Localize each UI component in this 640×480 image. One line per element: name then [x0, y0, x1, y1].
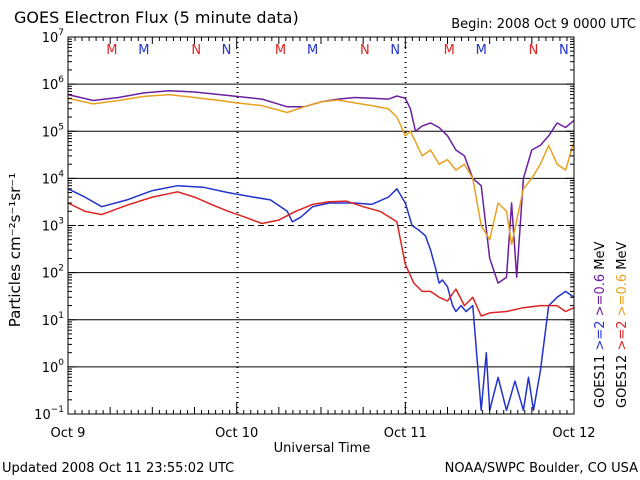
- y-tick-label: 101: [42, 311, 64, 329]
- noon-midnight-marker: M: [106, 43, 117, 58]
- noon-midnight-marker: N: [529, 43, 539, 58]
- y-axis-label: Particles cm⁻²s⁻¹sr⁻¹: [6, 173, 24, 327]
- y-tick-label: 102: [42, 264, 64, 282]
- legend-entry: GOES12: [615, 355, 630, 408]
- noon-midnight-marker: N: [390, 43, 400, 58]
- noon-midnight-marker: M: [444, 43, 455, 58]
- noon-midnight-marker: M: [275, 43, 286, 58]
- y-tick-label: 103: [42, 217, 64, 235]
- legend-entry: MeV: [593, 242, 608, 274]
- footer-updated: Updated 2008 Oct 11 23:55:02 UTC: [2, 461, 234, 476]
- x-tick-label: Oct 9: [51, 426, 86, 441]
- noon-midnight-marker: N: [360, 43, 370, 58]
- footer-credit: NOAA/SWPC Boulder, CO USA: [445, 461, 638, 476]
- noon-midnight-marker: M: [307, 43, 318, 58]
- noon-midnight-marker: M: [138, 43, 149, 58]
- legend-entry: >=2: [593, 320, 608, 354]
- legend-entry: MeV: [615, 242, 630, 274]
- legend-column: GOES12 >=2 >=0.6 MeV: [615, 242, 630, 408]
- y-tick-label: 105: [42, 122, 64, 140]
- y-tick-label: 107: [42, 28, 64, 46]
- y-tick-label: 106: [42, 75, 65, 93]
- x-axis-label: Universal Time: [274, 441, 371, 456]
- y-tick-label: 10−1: [34, 405, 64, 423]
- legend-entry: >=0.6: [593, 274, 608, 321]
- legend-entry: GOES11: [593, 355, 608, 408]
- noon-midnight-marker: N: [222, 43, 232, 58]
- legend-column: GOES11 >=2 >=0.6 MeV: [593, 242, 608, 408]
- frame-layer: 10−1 100 101 102 103 104 105 106 107 Oct 9 Oct 10 O…: [34, 28, 595, 441]
- x-tick-label: Oct 11: [384, 426, 427, 441]
- noon-midnight-marker: M: [476, 43, 487, 58]
- series-line: [67, 184, 575, 412]
- chart-title: GOES Electron Flux (5 minute data): [14, 8, 299, 27]
- grid-layer: [68, 37, 574, 414]
- legend-entry: >=0.6: [615, 274, 630, 321]
- series-line: [67, 93, 575, 246]
- x-tick-label: Oct 10: [215, 426, 258, 441]
- series-layer: [67, 90, 575, 412]
- y-tick-label: 100: [42, 358, 65, 376]
- begin-label: Begin: 2008 Oct 9 0000 UTC: [451, 17, 636, 32]
- series-line: [67, 90, 575, 284]
- x-tick-label: Oct 12: [552, 426, 595, 441]
- noon-midnight-marker: N: [191, 43, 201, 58]
- y-tick-label: 104: [42, 169, 65, 187]
- legend-entry: >=2: [615, 320, 630, 354]
- series-line: [67, 191, 575, 317]
- noon-midnight-marker: N: [559, 43, 569, 58]
